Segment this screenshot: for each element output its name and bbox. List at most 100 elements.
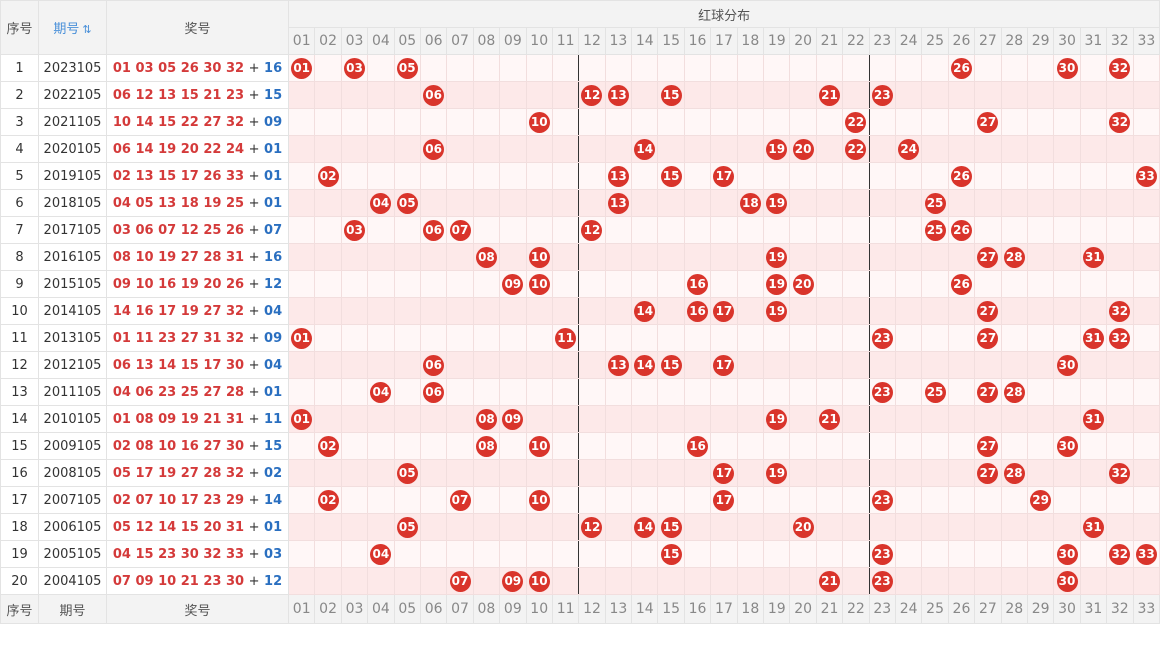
distribution-cell <box>499 135 527 163</box>
red-ball: 29 <box>1030 490 1052 511</box>
distribution-cell <box>287 486 316 514</box>
distribution-cell <box>499 189 527 217</box>
footer-column-03: 03 <box>340 594 369 624</box>
distribution-cell <box>499 351 527 379</box>
distribution-cell <box>631 486 659 514</box>
distribution-cell <box>393 540 421 568</box>
red-ball: 28 <box>1003 463 1025 484</box>
distribution-cell: 06 <box>419 81 448 109</box>
distribution-cell <box>710 54 738 82</box>
distribution-cell <box>604 405 633 433</box>
distribution-cell: 19 <box>763 243 791 271</box>
distribution-cell <box>657 108 685 136</box>
plus-sign: + <box>248 438 260 454</box>
distribution-cell <box>736 297 765 325</box>
distribution-cell <box>763 513 791 541</box>
red-numbers: 07 09 10 21 23 30 <box>112 573 245 589</box>
distribution-cell <box>947 459 976 487</box>
table-row: 4 2020105 06 14 19 20 22 24 + 01 06 14 19 20 22… <box>0 135 1161 163</box>
distribution-cell <box>604 108 633 136</box>
row-winning-numbers: 02 08 10 16 27 30 + 15 <box>106 432 289 460</box>
red-numbers: 14 16 17 19 27 32 <box>112 303 245 319</box>
red-ball: 23 <box>871 571 893 592</box>
distribution-cell <box>578 405 606 433</box>
distribution-cell <box>446 54 474 82</box>
plus-sign: + <box>248 222 260 238</box>
distribution-cell <box>1000 162 1028 190</box>
distribution-cell <box>631 432 659 460</box>
distribution-cell <box>419 432 448 460</box>
distribution-cell <box>287 216 316 244</box>
distribution-cell <box>314 216 342 244</box>
distribution-cell: 10 <box>525 486 553 514</box>
distribution-cell <box>393 432 421 460</box>
plus-sign: + <box>248 465 260 481</box>
distribution-cell <box>472 135 501 163</box>
red-ball: 26 <box>950 220 972 241</box>
row-issue: 2005105 <box>38 540 107 568</box>
distribution-cell <box>710 135 738 163</box>
distribution-cell <box>894 243 923 271</box>
distribution-cell <box>578 297 606 325</box>
header-issue-sortable[interactable]: 期号 ⇅ <box>38 0 107 55</box>
distribution-cell <box>1026 243 1055 271</box>
distribution-cell <box>472 567 501 595</box>
row-winning-numbers: 10 14 15 22 27 32 + 09 <box>106 108 289 136</box>
footer-column-17: 17 <box>710 594 738 624</box>
distribution-cell <box>1106 351 1134 379</box>
footer-column-11: 11 <box>551 594 580 624</box>
distribution-cell <box>551 432 580 460</box>
distribution-cell <box>894 54 923 82</box>
red-ball: 04 <box>370 544 392 565</box>
sort-icon[interactable]: ⇅ <box>82 23 92 36</box>
distribution-cell: 23 <box>868 486 896 514</box>
distribution-cell: 17 <box>710 351 738 379</box>
distribution-cell <box>393 216 421 244</box>
distribution-cell <box>1132 378 1161 406</box>
red-ball: 05 <box>396 463 418 484</box>
red-ball: 12 <box>581 517 603 538</box>
distribution-cell <box>894 270 923 298</box>
footer-column-20: 20 <box>789 594 817 624</box>
distribution-cell <box>894 81 923 109</box>
distribution-cell <box>472 513 501 541</box>
distribution-cell <box>314 540 342 568</box>
red-numbers: 06 12 13 15 21 23 <box>112 87 245 103</box>
distribution-cell <box>1132 324 1161 352</box>
distribution-cell <box>842 567 870 595</box>
distribution-cell <box>419 243 448 271</box>
distribution-cell: 23 <box>868 567 896 595</box>
distribution-cell <box>815 270 844 298</box>
distribution-cell <box>974 189 1002 217</box>
red-ball: 19 <box>766 274 788 295</box>
table-row: 18 2006105 05 12 14 15 20 31 + 01 05 12 14 15 2… <box>0 513 1161 541</box>
distribution-cell <box>446 405 474 433</box>
distribution-cell <box>1026 270 1055 298</box>
column-header-09: 09 <box>499 27 527 55</box>
distribution-cell <box>815 378 844 406</box>
row-issue: 2006105 <box>38 513 107 541</box>
distribution-cell <box>551 459 580 487</box>
blue-number: 12 <box>264 276 283 292</box>
distribution-cell <box>1106 162 1134 190</box>
distribution-cell <box>868 459 896 487</box>
red-ball: 11 <box>555 328 577 349</box>
blue-number: 01 <box>264 195 283 211</box>
distribution-cell: 27 <box>974 378 1002 406</box>
distribution-cell <box>499 378 527 406</box>
distribution-cell <box>367 108 395 136</box>
distribution-cell <box>314 513 342 541</box>
distribution-cell: 10 <box>525 270 553 298</box>
row-index: 9 <box>0 270 39 298</box>
distribution-cell: 17 <box>710 162 738 190</box>
distribution-cell: 30 <box>1053 351 1081 379</box>
row-issue: 2015105 <box>38 270 107 298</box>
distribution-cell: 07 <box>446 567 474 595</box>
distribution-cell: 27 <box>974 108 1002 136</box>
distribution-cell <box>1026 378 1055 406</box>
red-ball: 17 <box>713 463 735 484</box>
distribution-cell <box>921 351 949 379</box>
distribution-cell <box>710 243 738 271</box>
distribution-cell: 01 <box>287 324 316 352</box>
distribution-cell <box>789 216 817 244</box>
